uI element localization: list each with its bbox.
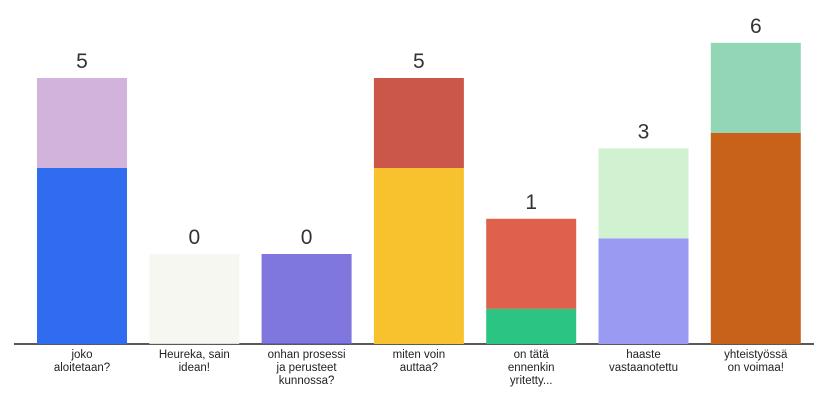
bar-image bbox=[149, 254, 240, 344]
value-label: 3 bbox=[638, 120, 650, 143]
value-label: 1 bbox=[525, 191, 537, 214]
bar-image bbox=[373, 78, 464, 168]
category-label: yhteistyössä on voimaa! bbox=[724, 349, 788, 374]
bar bbox=[37, 168, 127, 344]
value-label: 5 bbox=[413, 50, 425, 73]
value-label: 6 bbox=[750, 15, 762, 38]
bar-image bbox=[710, 42, 801, 133]
bar-image bbox=[37, 78, 127, 168]
category-label: Heureka, sain idean! bbox=[158, 349, 230, 374]
value-label: 0 bbox=[188, 226, 200, 249]
category-label: joko aloitetaan? bbox=[53, 349, 111, 374]
category-label: onhan prosessi ja perusteet kunnossa? bbox=[267, 349, 346, 387]
category-label: haaste vastaanotettu bbox=[608, 349, 679, 374]
value-label: 5 bbox=[76, 50, 88, 73]
category-label: miten voin auttaa? bbox=[392, 349, 446, 374]
bar bbox=[486, 308, 577, 344]
bar-image bbox=[261, 254, 352, 344]
bar bbox=[373, 168, 464, 344]
category-label: on tätä ennenkin yritetty... bbox=[507, 349, 555, 387]
bar-image bbox=[598, 148, 689, 239]
bar-image bbox=[486, 218, 577, 309]
bar bbox=[598, 238, 689, 344]
value-label: 0 bbox=[301, 226, 313, 249]
bar bbox=[710, 132, 801, 344]
